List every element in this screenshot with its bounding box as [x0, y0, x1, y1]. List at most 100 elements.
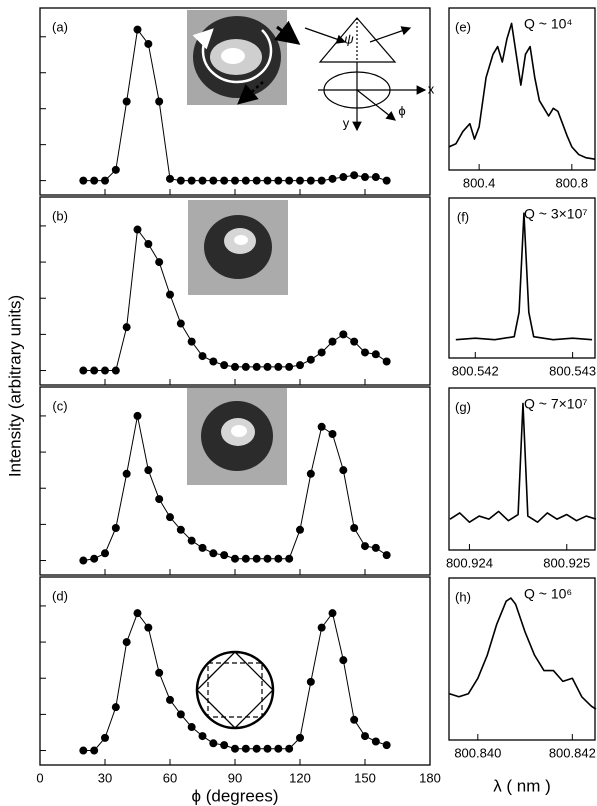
data-point: [166, 174, 174, 183]
x-tick-label: 150: [354, 770, 376, 785]
panel-frame: [448, 577, 596, 741]
data-point: [339, 656, 348, 665]
data-point: [328, 174, 337, 183]
data-point: [133, 25, 142, 34]
data-point: [198, 352, 207, 361]
data-point: [176, 710, 185, 719]
data-point: [306, 677, 315, 686]
panel-label: (e): [455, 19, 471, 34]
data-point: [101, 549, 109, 558]
q-annotation: Q ~ 3×10⁷: [524, 206, 587, 222]
data-point: [220, 361, 229, 370]
data-point: [101, 176, 109, 185]
inset-diagram-a: [304, 17, 427, 132]
data-point: [296, 733, 304, 742]
x-tick-label: 800.924: [446, 555, 493, 570]
x-tick-label: 800.542: [452, 363, 499, 378]
data-point: [90, 554, 99, 563]
panel-label: (d): [52, 588, 68, 603]
data-point: [274, 554, 283, 563]
data-point: [252, 554, 261, 563]
x-axis-label: ϕ (degrees): [191, 786, 278, 805]
x-tick-label: 800.842: [549, 745, 596, 760]
data-point: [371, 173, 380, 182]
diagram-label: x: [428, 81, 435, 96]
x-tick-label: 60: [163, 770, 177, 785]
data-point: [144, 39, 153, 48]
data-point: [263, 362, 272, 371]
panel-label: (c): [52, 398, 67, 413]
inset-photo-b: [188, 200, 288, 295]
data-point: [285, 744, 294, 753]
data-point: [285, 362, 294, 371]
data-point: [252, 176, 261, 185]
data-point: [296, 525, 304, 534]
diagram-label: ϕ: [398, 103, 405, 118]
data-point: [231, 362, 239, 371]
q-annotation: Q ~ 10⁴: [524, 16, 572, 32]
data-point: [339, 330, 348, 339]
data-point: [317, 176, 326, 185]
data-point: [133, 225, 142, 234]
data-point: [90, 746, 99, 755]
data-point: [111, 165, 120, 174]
data-point: [274, 362, 283, 371]
panel-label: (b): [52, 208, 68, 223]
data-point: [350, 171, 359, 180]
data-point: [144, 623, 153, 632]
inset-arrows-a: [237, 20, 301, 105]
data-point: [101, 733, 109, 742]
x-tick-label: 0: [36, 770, 43, 785]
data-point: [220, 176, 229, 185]
data-point: [382, 741, 391, 750]
data-point: [198, 732, 207, 741]
data-point: [209, 176, 218, 185]
data-point: [371, 737, 380, 746]
data-point: [231, 744, 239, 753]
data-point: [176, 525, 185, 534]
data-point: [241, 176, 250, 185]
data-point: [220, 551, 229, 560]
data-point: [144, 240, 153, 248]
data-point: [306, 469, 315, 478]
data-point: [285, 554, 294, 563]
y-axis-label: Intensity (arbitrary units): [5, 295, 24, 477]
data-point: [296, 176, 304, 185]
data-point: [176, 319, 185, 328]
x-tick-label: 30: [98, 770, 112, 785]
data-point: [155, 668, 164, 677]
data-point: [371, 350, 380, 359]
data-point: [101, 366, 109, 375]
x-tick-label: 800.8: [556, 175, 589, 190]
inset-diagram-d: [195, 650, 275, 730]
panel-label: (h): [455, 589, 471, 604]
data-point: [155, 97, 164, 106]
data-point: [79, 556, 88, 565]
data-point: [339, 173, 348, 182]
data-point: [274, 744, 283, 753]
data-point: [317, 623, 326, 632]
data-point: [371, 543, 380, 552]
inset-photo-a: [187, 10, 287, 105]
panel-frame: [39, 576, 431, 766]
data-point: [122, 323, 131, 332]
data-point: [382, 176, 391, 185]
data-point: [263, 176, 272, 185]
data-point: [111, 524, 120, 532]
data-point: [122, 97, 131, 106]
data-point: [328, 337, 337, 346]
data-point: [166, 513, 174, 522]
data-point: [274, 176, 283, 185]
data-point: [252, 362, 261, 371]
data-point: [209, 549, 218, 558]
data-point: [79, 746, 88, 755]
data-point: [231, 554, 239, 563]
data-point: [79, 176, 88, 185]
data-point: [144, 466, 153, 475]
data-point: [187, 723, 196, 732]
x-tick-label: 800.543: [549, 363, 596, 378]
q-annotation: Q ~ 7×10⁷: [524, 396, 587, 412]
data-point: [90, 366, 99, 375]
data-point: [241, 362, 250, 371]
